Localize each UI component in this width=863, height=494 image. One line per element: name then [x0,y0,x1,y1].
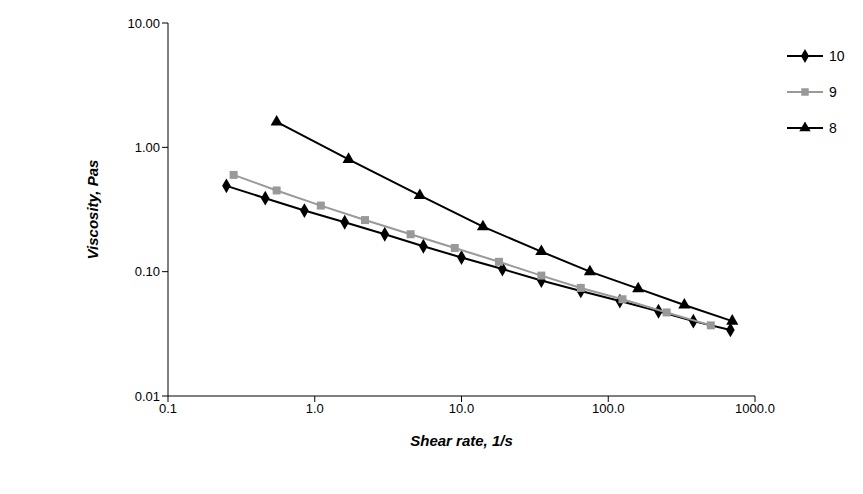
svg-text:Viscosity, Pas: Viscosity, Pas [84,160,101,260]
svg-text:0.01: 0.01 [135,389,160,404]
svg-text:1.0: 1.0 [306,401,324,416]
svg-text:1.00: 1.00 [135,140,160,155]
svg-text:0.10: 0.10 [135,264,160,279]
svg-text:0.1: 0.1 [159,401,177,416]
html-text:8: 8 [829,120,837,136]
svg-text:10.00: 10.00 [127,16,160,31]
svg-text:10.0: 10.0 [449,401,474,416]
svg-text:1000.0: 1000.0 [735,401,775,416]
html-text:10: 10 [829,48,845,64]
html-text:9: 9 [829,84,837,100]
svg-text:Shear rate, 1/s: Shear rate, 1/s [410,432,513,449]
svg-text:100.0: 100.0 [592,401,625,416]
